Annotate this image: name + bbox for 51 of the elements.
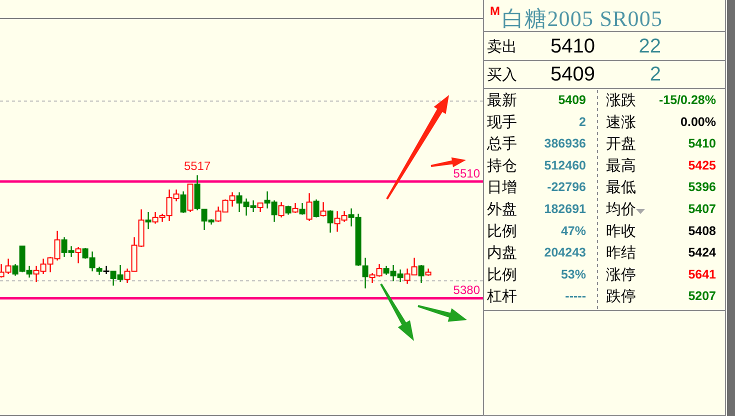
ref-line-label: 5380 <box>453 283 480 298</box>
text: 涨跌 <box>606 91 636 109</box>
text: 速涨 <box>606 112 636 131</box>
text: 白糖2005 SR005 <box>502 6 663 31</box>
text: 昨收 <box>606 222 636 240</box>
text: 均价 <box>605 200 636 218</box>
text: 5408 <box>688 224 716 238</box>
text: 53% <box>560 267 586 282</box>
text: 5410 <box>550 36 595 58</box>
text: 5425 <box>688 158 716 172</box>
text: 5424 <box>688 246 716 260</box>
text: 比例 <box>487 222 517 240</box>
text: 512460 <box>544 158 586 172</box>
text: 跌停 <box>606 287 636 306</box>
text: -15/0.28% <box>659 93 716 107</box>
text: 2 <box>650 64 661 86</box>
text: 总手 <box>486 134 517 153</box>
text: 2 <box>579 114 586 129</box>
text: 涨停 <box>606 265 636 284</box>
text: 5410 <box>688 136 716 151</box>
text: 182691 <box>544 202 586 216</box>
text: 杠杆 <box>486 287 517 306</box>
text: 204243 <box>544 246 586 260</box>
text: 5407 <box>688 202 716 216</box>
text: 日增 <box>487 178 517 196</box>
text: 内盘 <box>487 244 517 262</box>
text: 卖出 <box>487 38 517 56</box>
text: ----- <box>565 289 586 304</box>
text: 最高 <box>606 156 636 174</box>
text: 买入 <box>487 66 517 84</box>
annotation: 5517 <box>184 159 211 174</box>
text: 现手 <box>487 112 517 131</box>
text: 386936 <box>544 136 586 151</box>
text: 5409 <box>558 93 586 107</box>
text: 昨结 <box>606 244 636 262</box>
text: 5641 <box>688 267 716 282</box>
ref-line-label: 5510 <box>453 166 480 180</box>
text: 最新 <box>487 91 517 109</box>
text: -22796 <box>547 180 586 194</box>
text: 外盘 <box>487 200 517 218</box>
text: 47% <box>560 224 586 238</box>
text: 开盘 <box>606 134 636 153</box>
text: 5396 <box>688 180 716 194</box>
text: 最低 <box>606 178 636 196</box>
text: 5409 <box>550 64 595 86</box>
text: 22 <box>638 36 661 58</box>
text: M <box>490 4 500 18</box>
text: 5207 <box>688 289 716 304</box>
text: 持仓 <box>487 156 517 174</box>
text: 0.00% <box>680 114 716 129</box>
text: 比例 <box>487 265 517 284</box>
